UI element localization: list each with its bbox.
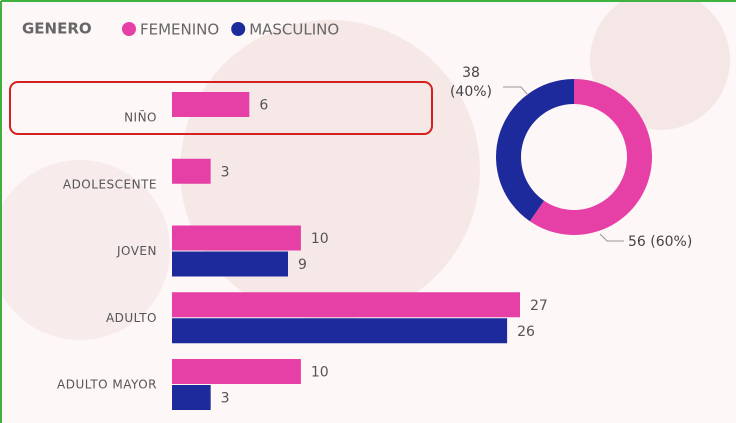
y-tick-label: ADOLESCENTE: [63, 177, 157, 191]
y-tick-label: ADULTO MAYOR: [57, 378, 157, 392]
bar: [172, 318, 508, 344]
data-label: 10: [311, 365, 329, 381]
background-decoration: [590, 0, 730, 130]
bar: [172, 251, 288, 277]
donut-label: 38 (40%): [449, 65, 493, 100]
donut-label: 56 (60%): [628, 234, 692, 250]
y-tick-label: JOVEN: [116, 244, 157, 258]
legend-marker: [122, 22, 136, 36]
leader-line: [599, 233, 624, 242]
legend-label: MASCULINO: [249, 21, 339, 39]
bar: [172, 292, 520, 318]
bar: [172, 225, 301, 251]
data-label: 3: [221, 164, 230, 180]
leader-line: [503, 86, 529, 96]
legend-label: FEMENINO: [140, 21, 219, 39]
data-label: 26: [517, 324, 535, 340]
bar: [172, 385, 211, 410]
highlight-box: [9, 81, 433, 135]
legend-marker: [231, 22, 246, 36]
y-tick-label: NIÑO: [124, 110, 157, 125]
y-tick-label: ADULTO: [106, 311, 157, 325]
legend-title: GENERO: [22, 20, 92, 38]
data-label: 9: [298, 257, 307, 273]
bar: [172, 92, 250, 117]
donut-slice: [496, 79, 574, 222]
data-label: 6: [259, 98, 268, 114]
bar: [172, 158, 211, 184]
bar: [172, 359, 301, 384]
data-label: 3: [221, 391, 230, 407]
background-decoration: [0, 160, 170, 340]
donut-slice: [529, 79, 653, 235]
data-label: 27: [530, 298, 548, 314]
data-label: 10: [311, 231, 329, 247]
